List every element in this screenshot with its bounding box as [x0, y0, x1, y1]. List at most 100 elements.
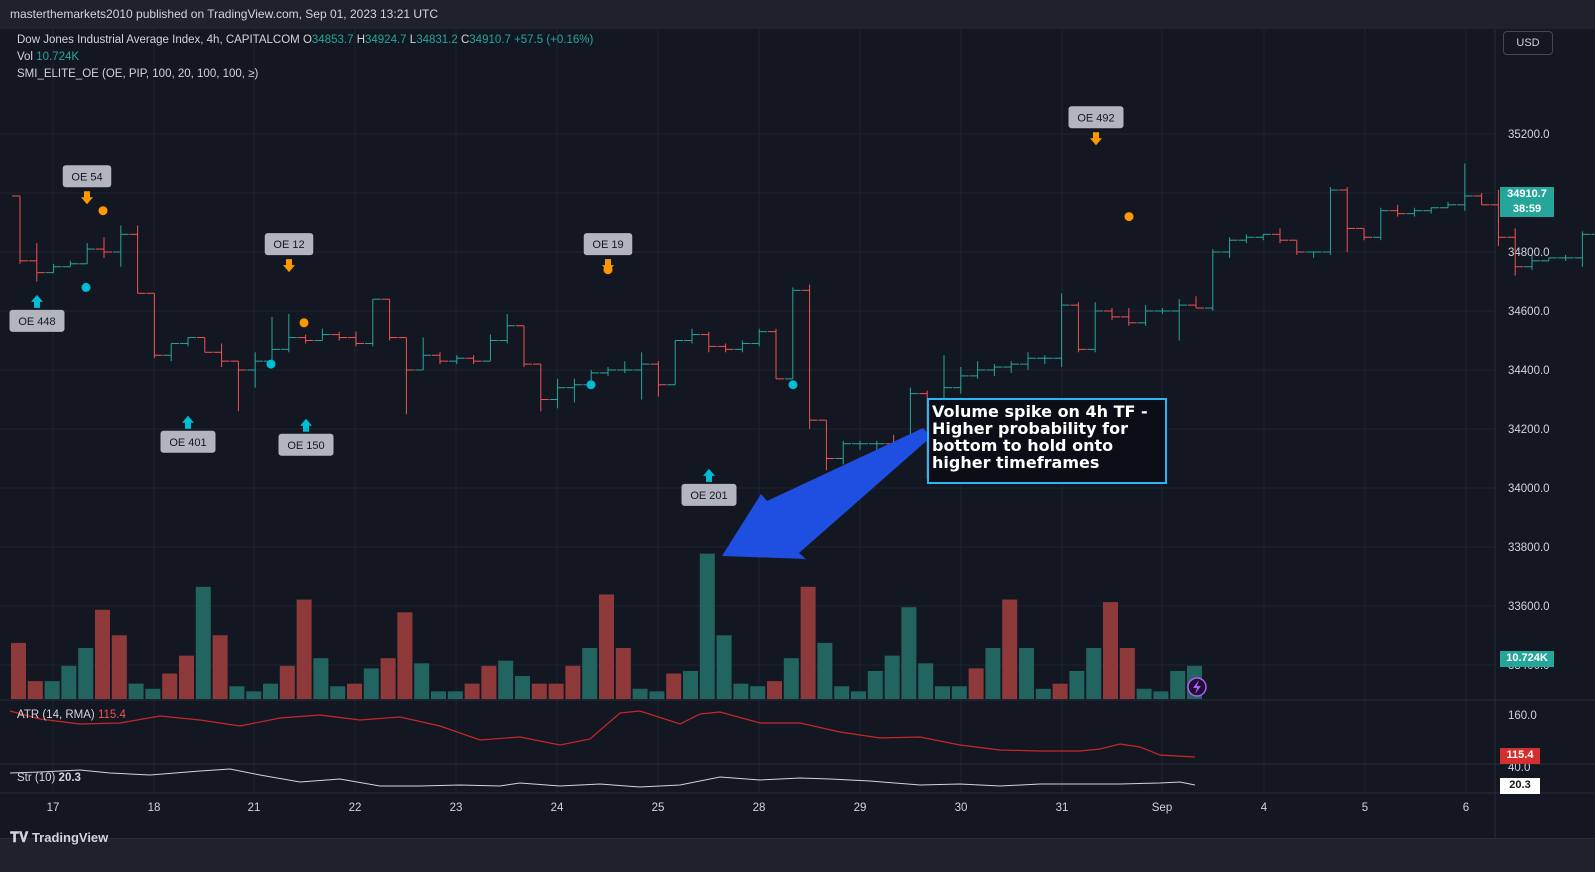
open-value: 34853.7	[311, 34, 354, 46]
ohlc-bar	[616, 361, 633, 373]
signal-dot	[586, 380, 596, 390]
ohlc-bar	[1272, 228, 1288, 244]
vol-label: Vol	[17, 51, 33, 63]
ohlc-bar	[1305, 251, 1322, 258]
signal-dot	[98, 206, 108, 216]
volume-bar	[145, 688, 161, 699]
ohlc-bar	[213, 343, 230, 368]
ohlc-bar	[650, 361, 667, 397]
volume-bar	[531, 683, 547, 699]
date-tick-label: 5	[1362, 802, 1368, 814]
volume-bar	[95, 609, 110, 699]
ohlc-bar	[717, 343, 734, 353]
ohlc-bar	[1188, 296, 1204, 309]
ohlc-bar	[1339, 187, 1356, 252]
sell-arrow-icon	[1090, 132, 1102, 146]
volume-bar	[128, 683, 144, 699]
signal-label-box	[583, 233, 633, 256]
ohlc-bar	[1356, 227, 1372, 241]
volume-bar	[1119, 648, 1135, 699]
volume-bar	[767, 681, 782, 699]
ohlc-bar	[1137, 305, 1154, 326]
volume-bar	[347, 683, 362, 699]
volume-bar	[330, 686, 346, 699]
volume-bar	[229, 686, 245, 699]
signal-dot	[81, 282, 91, 292]
str-legend: Str (10) 20.3	[17, 772, 81, 784]
high-value: 34924.7	[365, 34, 407, 46]
volume-bar	[1019, 648, 1034, 699]
atr-tick-label: 160.0	[1508, 710, 1537, 722]
price-tick-label: 34200.0	[1508, 424, 1550, 436]
ohlc-bar	[532, 363, 549, 412]
sell-arrow-icon	[283, 259, 295, 273]
atr-legend: ATR (14, RMA) 115.4	[17, 709, 126, 721]
ohlc-bar	[112, 225, 129, 267]
ohlc-bar	[734, 340, 751, 353]
ohlc-bar	[448, 355, 465, 365]
tv-brand: TradingView	[31, 830, 109, 845]
ohlc-bar	[1322, 187, 1339, 255]
ohlc-bar	[314, 328, 331, 341]
ohlc-bar	[1036, 355, 1053, 365]
signal-label-text: OE 201	[690, 490, 727, 502]
volume-bar	[162, 673, 178, 699]
ohlc-bar	[566, 378, 583, 403]
volume-bar	[901, 607, 917, 699]
ohlc-bar	[28, 243, 45, 282]
ohlc-bar	[1053, 293, 1070, 368]
ohlc-bar	[364, 298, 381, 347]
volume-legend: Vol 10.724K	[17, 51, 79, 63]
atr-label: ATR (14, RMA)	[17, 709, 95, 721]
ohlc-bar	[667, 340, 684, 386]
ohlc-bar	[700, 331, 717, 353]
volume-bar	[431, 691, 446, 699]
atr-line	[9, 710, 1196, 758]
volume-bar	[666, 673, 682, 699]
ohlc-bar	[1490, 190, 1507, 247]
volume-bar	[582, 648, 598, 699]
volume-bar	[481, 665, 497, 699]
volume-bar	[179, 655, 194, 699]
signal-label: OE 401	[160, 415, 216, 453]
ohlc-bar	[1423, 207, 1440, 214]
tv-logo-icon: 𝐓𝐕	[10, 830, 29, 846]
currency-button[interactable]: USD	[1503, 31, 1553, 55]
ohlc-bar	[247, 352, 264, 388]
ohlc-bar	[835, 440, 852, 465]
ohlc-bar	[1557, 254, 1574, 261]
sell-arrow-icon	[81, 191, 93, 205]
volume-bar	[733, 683, 749, 699]
ohlc-bar	[1238, 234, 1255, 244]
signal-label: OE 201	[681, 468, 737, 506]
ohlc-bar	[398, 337, 415, 415]
signal-label: OE 150	[278, 418, 334, 456]
volume-bar	[565, 665, 581, 699]
open-label: O	[302, 34, 312, 46]
close-value: 34910.7	[469, 34, 511, 46]
volume-bar	[1136, 688, 1152, 699]
date-tick-label: 17	[47, 802, 60, 814]
ohlc-bar	[1473, 193, 1490, 206]
buy-arrow-icon	[31, 294, 43, 308]
price-chart[interactable]: 35200.035000.034800.034600.034400.034200…	[0, 29, 1595, 838]
ohlc-bar	[297, 334, 314, 344]
ohlc-bar	[600, 367, 616, 376]
ohlc-bar	[1154, 308, 1171, 314]
ohlc-bar	[180, 337, 196, 347]
volume-bar	[884, 655, 900, 699]
volume-badge: 10.724K	[1500, 651, 1554, 667]
signal-label: OE 448	[9, 294, 65, 332]
ohlc-bar	[818, 419, 835, 471]
volume-bar	[246, 691, 262, 699]
ohlc-bar	[1406, 207, 1423, 217]
volume-bar	[649, 691, 665, 699]
ohlc-bar	[12, 195, 28, 264]
signal-dot	[266, 359, 276, 369]
price-tick-label: 34000.0	[1508, 483, 1550, 495]
ohlc-bar	[868, 440, 885, 450]
volume-bar	[1103, 602, 1118, 699]
ohlc-bar	[969, 361, 986, 379]
price-tick-label: 34600.0	[1508, 306, 1550, 318]
symbol-legend: Dow Jones Industrial Average Index, 4h, …	[17, 34, 593, 46]
